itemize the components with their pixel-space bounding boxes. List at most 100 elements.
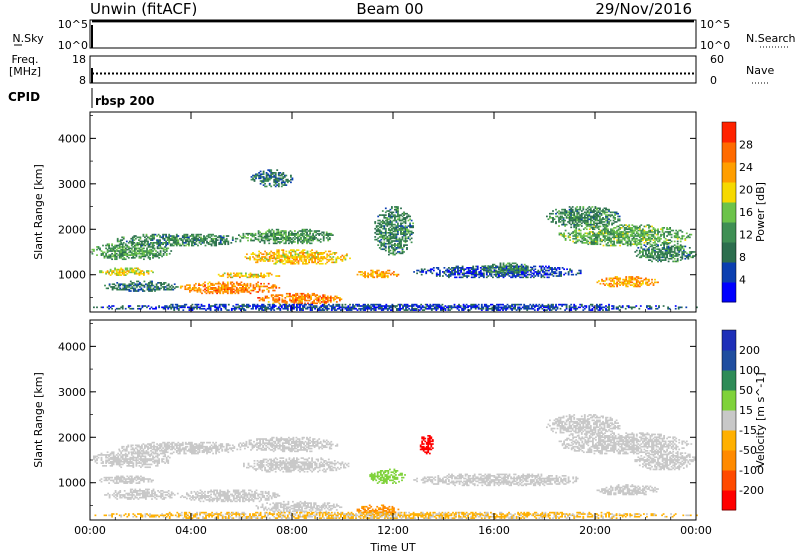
range-gate-cell <box>264 182 267 185</box>
range-gate-cell <box>117 254 120 256</box>
cpid-row: CPID rbsp 200 <box>8 88 154 108</box>
range-gate-cell <box>247 239 249 242</box>
range-gate-cell <box>288 250 291 253</box>
range-gate-cell <box>215 303 218 306</box>
range-gate-cell <box>249 257 251 260</box>
range-gate-cell <box>302 297 305 299</box>
range-gate-cell <box>384 207 387 210</box>
range-gate-cell <box>240 287 243 289</box>
range-gate-cell <box>153 244 155 247</box>
range-gate-cell <box>381 210 384 212</box>
range-gate-cell <box>332 261 335 264</box>
range-gate-cell <box>261 285 264 288</box>
range-gate-cell <box>569 236 572 239</box>
range-gate-cell <box>249 289 252 292</box>
range-gate-cell <box>330 258 333 261</box>
range-gate-cell <box>152 254 154 256</box>
range-gate-cell <box>308 258 311 261</box>
range-gate-cell <box>305 256 307 258</box>
range-gate-cell <box>298 239 301 242</box>
range-gate-cell <box>252 276 255 279</box>
range-gate-cell <box>222 284 225 286</box>
range-gate-cell <box>208 292 211 295</box>
range-gate-cell <box>140 252 142 255</box>
range-gate-cell <box>311 249 314 251</box>
range-gate-cell <box>158 254 161 256</box>
range-gate-cell <box>227 309 230 311</box>
range-gate-cell <box>218 236 221 239</box>
range-gate-cell <box>273 299 276 302</box>
range-gate-cell <box>403 251 405 253</box>
range-gate-cell <box>208 291 211 293</box>
range-gate-cell <box>235 287 238 289</box>
range-gate-cell <box>255 261 257 264</box>
range-gate-cell <box>147 272 150 275</box>
range-gate-cell <box>269 230 272 232</box>
range-gate-cell <box>220 284 223 286</box>
range-gate-cell <box>257 281 260 284</box>
range-gate-cell <box>678 253 681 256</box>
range-gate-cell <box>321 256 324 258</box>
range-gate-cell <box>582 206 585 208</box>
range-gate-cell <box>282 301 285 303</box>
range-gate-cell <box>163 242 166 244</box>
range-gate-cell <box>263 299 266 302</box>
range-gate-cell <box>180 239 183 241</box>
range-gate-cell <box>165 244 168 247</box>
range-gate-cell <box>306 239 308 242</box>
range-gate-cell <box>614 217 617 219</box>
range-gate-cell <box>284 234 287 236</box>
range-gate-cell <box>309 242 312 245</box>
range-gate-cell <box>384 249 387 252</box>
range-gate-cell <box>232 284 235 286</box>
range-gate-cell <box>151 280 153 283</box>
range-gate-cell <box>397 229 399 231</box>
range-gate-cell <box>317 258 320 261</box>
range-gate-cell <box>305 260 307 262</box>
range-gate-cell <box>186 240 189 243</box>
range-gate-cell <box>261 297 264 299</box>
range-gate-cell <box>99 248 101 251</box>
range-gate-cell <box>325 234 328 236</box>
range-gate-cell <box>150 248 153 251</box>
range-gate-cell <box>137 280 140 283</box>
range-gate-cell <box>200 237 202 240</box>
range-gate-cell <box>290 260 292 262</box>
power-cells <box>91 169 698 311</box>
range-gate-cell <box>384 245 387 248</box>
range-gate-cell <box>289 298 291 301</box>
range-gate-cell <box>285 254 288 257</box>
range-gate-cell <box>119 287 122 290</box>
range-gate-cell <box>153 237 155 240</box>
range-gate-cell <box>100 250 103 252</box>
range-gate-cell <box>115 270 118 272</box>
range-gate-cell <box>256 256 259 258</box>
range-gate-cell <box>191 244 193 247</box>
range-gate-cell <box>259 231 262 234</box>
range-gate-cell <box>126 255 129 258</box>
range-gate-cell <box>618 215 621 218</box>
range-gate-cell <box>124 244 127 247</box>
range-gate-cell <box>102 306 104 309</box>
range-gate-cell <box>103 257 106 259</box>
range-gate-cell <box>283 258 286 261</box>
range-gate-cell <box>152 252 154 255</box>
range-gate-cell <box>210 243 213 246</box>
range-gate-cell <box>147 252 150 255</box>
range-gate-cell <box>277 232 280 235</box>
range-gate-cell <box>146 270 148 272</box>
range-gate-cell <box>227 243 230 246</box>
range-gate-cell <box>123 270 126 272</box>
range-gate-cell <box>132 270 135 272</box>
range-gate-cell <box>234 285 237 288</box>
range-gate-cell <box>211 284 214 286</box>
range-gate-cell <box>275 239 278 242</box>
range-gate-cell <box>175 244 178 247</box>
range-gate-cell <box>133 254 136 256</box>
range-gate-cell <box>569 268 572 271</box>
range-gate-cell <box>159 240 162 243</box>
range-gate-cell <box>121 255 124 258</box>
range-gate-cell <box>119 283 122 286</box>
range-gate-cell <box>340 256 342 258</box>
range-gate-cell <box>103 251 106 254</box>
